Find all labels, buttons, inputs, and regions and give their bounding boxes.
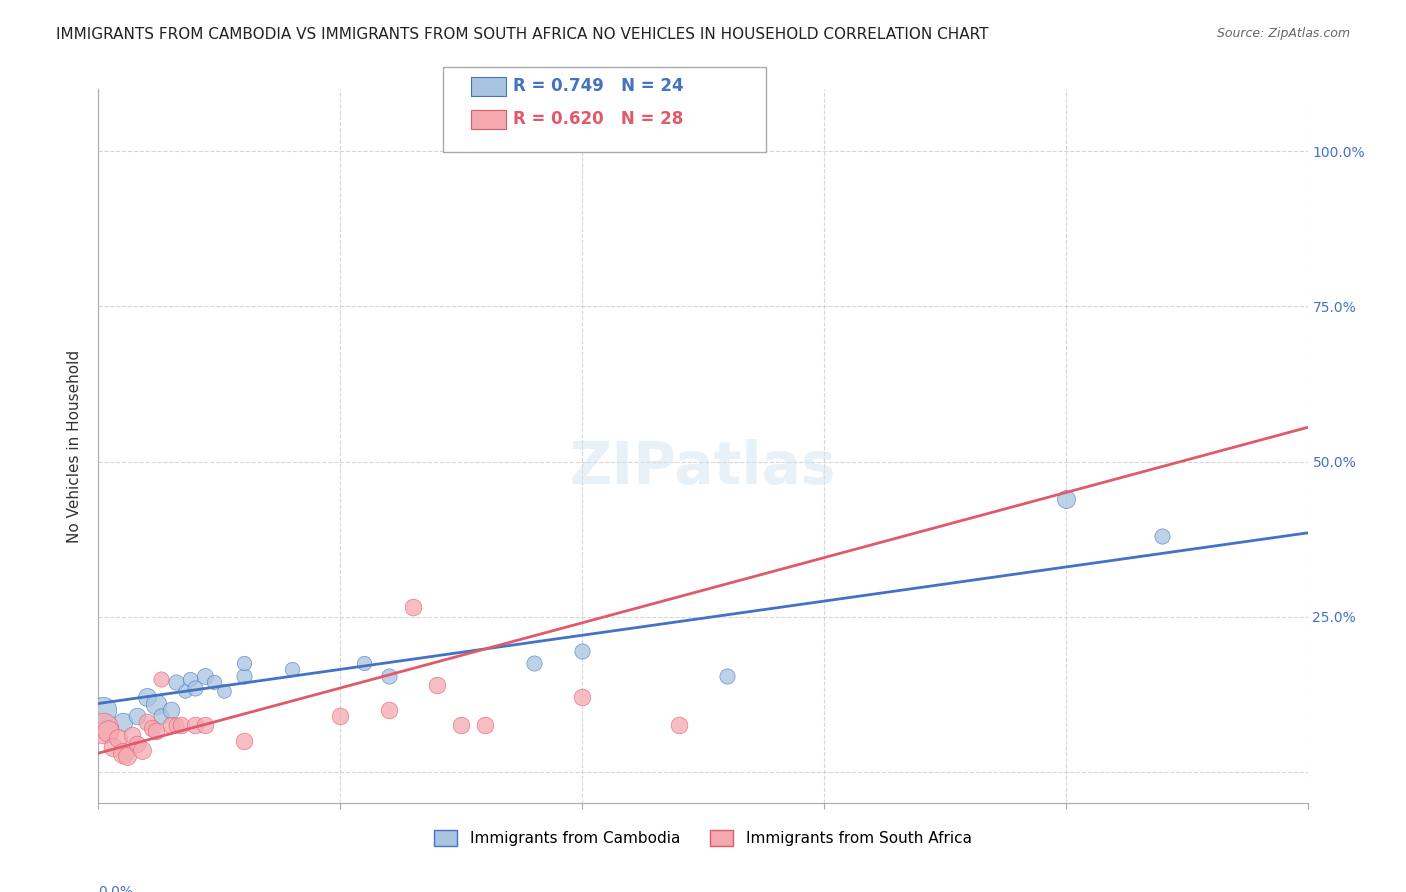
Point [281,662,304,676]
Point [353,656,375,670]
Point [204,674,226,689]
Point [184,718,207,732]
Point [174,684,197,698]
Point [117,749,139,764]
Point [402,600,425,615]
Text: R = 0.620   N = 28: R = 0.620 N = 28 [513,110,683,128]
Point [165,718,187,732]
Text: ZIPatlas: ZIPatlas [569,439,837,496]
Point [426,678,449,692]
Point [160,718,183,732]
Point [121,727,143,741]
Point [212,684,235,698]
Point [135,690,157,705]
Point [131,743,153,757]
Point [1152,529,1174,543]
Point [107,731,129,745]
Point [194,668,217,682]
Point [571,690,593,705]
Point [111,715,134,730]
Point [141,722,163,736]
Text: R = 0.749   N = 24: R = 0.749 N = 24 [513,77,683,95]
Point [165,674,187,689]
Point [135,715,157,730]
Point [150,672,173,686]
Point [145,724,167,739]
Point [169,718,191,732]
Point [127,709,149,723]
Point [194,718,217,732]
Point [145,697,167,711]
Point [716,668,738,682]
Point [377,668,399,682]
Point [523,656,546,670]
Legend: Immigrants from Cambodia, Immigrants from South Africa: Immigrants from Cambodia, Immigrants fro… [429,824,977,852]
Point [91,722,114,736]
Point [450,718,472,732]
Point [150,709,173,723]
Text: 0.0%: 0.0% [98,885,134,892]
Point [329,709,352,723]
Point [474,718,496,732]
Point [160,703,183,717]
Text: IMMIGRANTS FROM CAMBODIA VS IMMIGRANTS FROM SOUTH AFRICA NO VEHICLES IN HOUSEHOL: IMMIGRANTS FROM CAMBODIA VS IMMIGRANTS F… [56,27,988,42]
Point [668,718,690,732]
Point [111,746,134,760]
Point [127,737,149,751]
Point [184,681,207,695]
Point [97,724,120,739]
Point [232,733,254,747]
Point [179,672,201,686]
Text: Source: ZipAtlas.com: Source: ZipAtlas.com [1216,27,1350,40]
Point [91,703,114,717]
Point [377,703,399,717]
Point [1054,491,1077,506]
Y-axis label: No Vehicles in Household: No Vehicles in Household [67,350,83,542]
Point [101,739,124,754]
Point [232,668,254,682]
Point [571,644,593,658]
Point [232,656,254,670]
